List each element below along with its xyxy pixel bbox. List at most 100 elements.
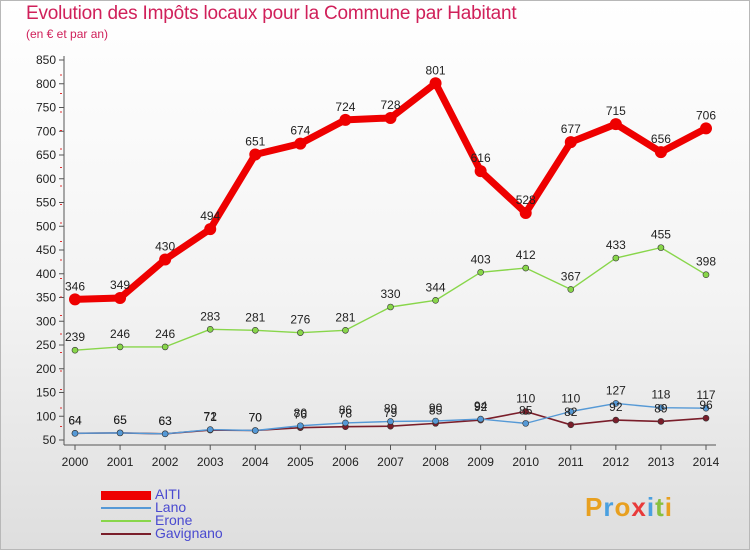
y-tick-label: 400 [36, 267, 56, 281]
data-label: 64 [68, 413, 82, 427]
data-point [294, 137, 307, 150]
legend-swatch [101, 533, 151, 535]
data-label: 118 [651, 388, 670, 402]
data-label: 86 [339, 403, 353, 417]
x-tick-label: 2012 [603, 455, 630, 469]
data-label: 92 [474, 400, 488, 414]
data-label: 63 [158, 414, 172, 428]
data-label: 346 [65, 279, 85, 293]
y-tick-label: 850 [36, 53, 56, 67]
data-label: 80 [294, 406, 308, 420]
y-tick-label: 550 [36, 196, 56, 210]
y-tick-label: 50 [43, 433, 57, 447]
x-tick-label: 2011 [558, 455, 584, 469]
data-label: 65 [113, 413, 127, 427]
data-label: 430 [155, 240, 175, 254]
data-label: 94 [474, 399, 488, 413]
data-label: 89 [654, 401, 668, 415]
data-point [567, 286, 575, 293]
x-tick-label: 2001 [107, 455, 134, 469]
data-label: 92 [609, 400, 623, 414]
y-tick-label: 150 [36, 386, 56, 400]
y-tick-label: 750 [36, 101, 56, 115]
x-tick-label: 2005 [287, 455, 314, 469]
data-label: 706 [696, 108, 716, 122]
data-label: 85 [519, 403, 533, 417]
data-point [206, 326, 214, 333]
data-point [249, 148, 262, 161]
data-point [567, 421, 575, 429]
data-label: 330 [380, 287, 400, 301]
y-tick-label: 300 [36, 314, 56, 328]
data-label: 71 [204, 410, 218, 424]
data-label: 281 [335, 310, 355, 324]
data-point [116, 343, 124, 351]
x-tick-label: 2002 [152, 455, 179, 469]
y-tick-label: 700 [36, 124, 56, 138]
data-point [432, 417, 439, 425]
logo-letter: i [646, 492, 656, 522]
x-tick-label: 2004 [242, 455, 269, 469]
data-point [161, 430, 169, 438]
data-label: 283 [200, 309, 220, 323]
data-label: 110 [561, 392, 580, 406]
data-label: 239 [65, 330, 85, 344]
data-point [609, 118, 622, 131]
data-label: 801 [426, 63, 446, 77]
data-label: 96 [699, 398, 713, 412]
data-point [519, 206, 532, 219]
x-tick-label: 2007 [377, 455, 404, 469]
logo-letter: P [585, 492, 604, 522]
x-tick-label: 2006 [332, 455, 359, 469]
y-tick-label: 650 [36, 148, 56, 162]
data-point [339, 113, 352, 126]
x-tick-label: 2000 [62, 455, 89, 469]
data-point [159, 253, 172, 266]
data-point [71, 430, 79, 437]
data-label: 127 [606, 383, 626, 397]
data-point [612, 254, 620, 262]
data-label: 78 [339, 407, 353, 421]
data-label: 344 [426, 280, 446, 294]
y-tick-label: 800 [36, 77, 56, 91]
proxiti-logo: Proxiti [585, 492, 673, 523]
data-label: 246 [155, 327, 175, 341]
data-point [700, 122, 712, 135]
data-point [297, 329, 304, 336]
data-label: 85 [429, 403, 443, 417]
data-label: 72 [204, 410, 218, 424]
data-point [564, 136, 577, 149]
y-tick-label: 350 [36, 291, 56, 305]
data-point [206, 426, 214, 433]
data-label: 246 [110, 327, 130, 341]
chart-title: Evolution des Impôts locaux pour la Comm… [26, 3, 517, 24]
legend-label: Lano [155, 499, 187, 515]
data-point [657, 244, 665, 251]
data-label: 82 [564, 405, 578, 419]
data-label: 281 [245, 310, 265, 324]
x-tick-label: 2003 [197, 455, 224, 469]
data-point [387, 418, 394, 425]
data-label: 89 [384, 401, 398, 415]
legend-swatch [101, 507, 151, 509]
data-point [522, 420, 530, 427]
data-point [477, 269, 484, 276]
data-label: 674 [290, 124, 310, 138]
y-tick-label: 450 [36, 243, 56, 257]
data-label: 656 [651, 132, 671, 146]
data-point [384, 111, 397, 124]
y-tick-label: 250 [36, 338, 56, 352]
data-point [161, 343, 169, 351]
data-point [612, 400, 620, 407]
data-point [114, 291, 127, 304]
data-label: 412 [516, 248, 536, 262]
data-point [342, 326, 349, 334]
logo-letter: r [603, 492, 615, 522]
data-label: 616 [471, 151, 491, 165]
data-point [657, 418, 665, 425]
data-point [204, 223, 217, 236]
data-point [702, 271, 710, 279]
y-tick-label: 100 [36, 409, 56, 423]
data-point [116, 429, 124, 437]
